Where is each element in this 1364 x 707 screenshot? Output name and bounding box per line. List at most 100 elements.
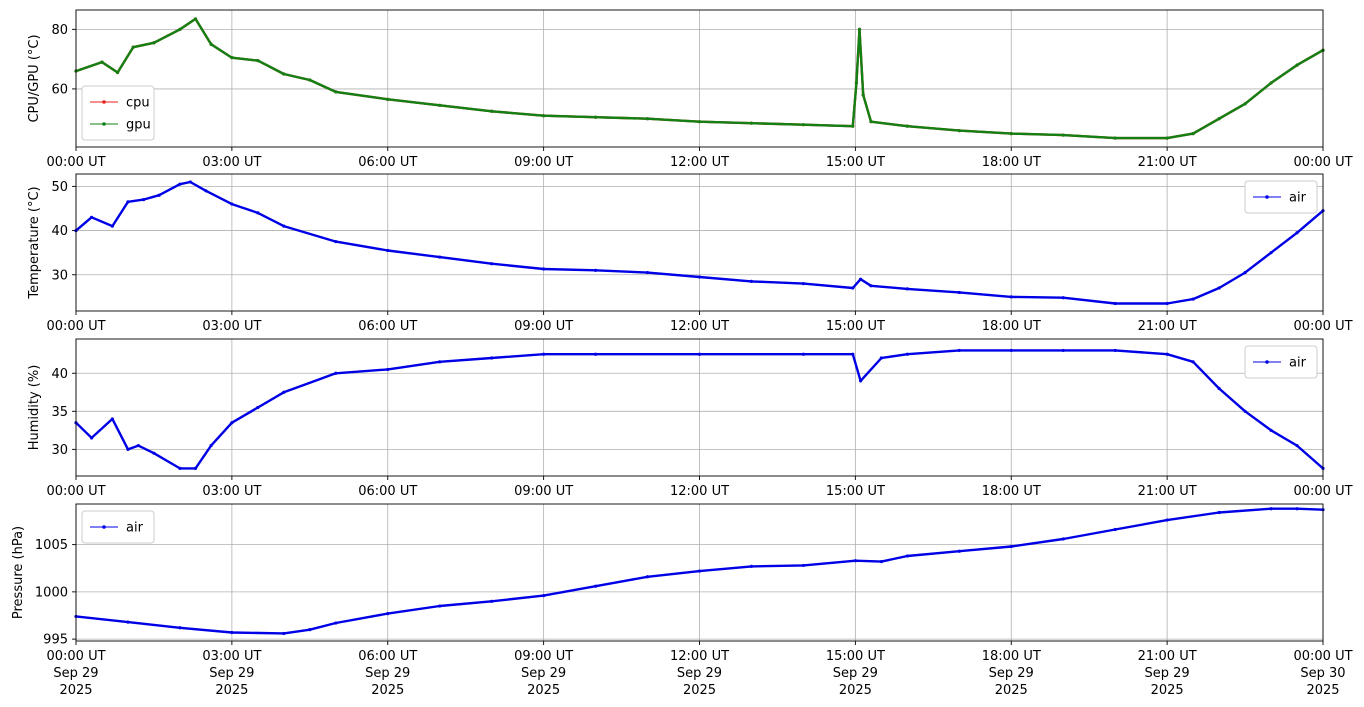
data-point-air xyxy=(879,356,883,360)
x-tick-date: Sep 29 xyxy=(521,666,566,681)
data-point-air xyxy=(178,626,182,630)
data-point-gpu xyxy=(334,90,338,94)
data-point-gpu xyxy=(256,59,260,63)
x-tick-year: 2025 xyxy=(1306,683,1339,698)
data-point-gpu xyxy=(1165,136,1169,140)
panel-3: 30 35 40 00:00 UT 03:00 UT 06:00 UT 09:00 UT 12… xyxy=(27,338,1353,499)
x-tick-label: 09:00 UT xyxy=(514,484,573,499)
data-point-air xyxy=(879,560,883,564)
x-tick-label: 21:00 UT xyxy=(1138,155,1197,170)
data-point-air xyxy=(152,451,156,455)
data-point-air xyxy=(697,352,702,356)
data-point-gpu xyxy=(1217,117,1221,121)
data-point-air xyxy=(749,279,754,283)
data-point-gpu xyxy=(490,109,494,113)
data-point-air xyxy=(282,224,286,228)
data-point-air xyxy=(697,569,702,573)
legend-marker-air xyxy=(1265,195,1269,199)
data-point-air xyxy=(1191,297,1195,301)
data-point-gpu xyxy=(438,103,442,107)
x-tick-label: 18:00 UT xyxy=(982,484,1041,499)
x-tick-label: 15:00 UT xyxy=(826,484,885,499)
data-point-gpu xyxy=(100,60,104,64)
data-point-gpu xyxy=(1113,136,1117,140)
data-point-air xyxy=(1113,301,1117,306)
data-point-air xyxy=(1165,518,1169,522)
data-point-air xyxy=(801,352,806,356)
y-tick-label: 60 xyxy=(51,82,68,97)
data-point-air xyxy=(905,554,909,558)
data-point-air xyxy=(1217,386,1221,391)
x-tick-label: 15:00 UT xyxy=(826,649,885,664)
data-point-air xyxy=(542,352,546,356)
data-point-air xyxy=(178,182,182,186)
data-point-air xyxy=(438,255,442,259)
data-point-gpu xyxy=(861,93,865,97)
data-point-air xyxy=(905,352,909,356)
x-tick-label: 00:00 UT xyxy=(1293,319,1352,334)
x-tick-label: 00:00 UT xyxy=(1293,649,1352,664)
data-point-air xyxy=(1165,352,1169,356)
data-point-air xyxy=(905,287,909,291)
data-point-gpu xyxy=(645,117,650,121)
data-point-air xyxy=(749,564,754,568)
y-tick-label: 30 xyxy=(51,443,68,458)
data-point-air xyxy=(308,628,312,632)
data-point-air xyxy=(126,620,130,624)
data-point-air xyxy=(853,559,857,563)
data-point-gpu xyxy=(282,72,286,76)
x-tick-label: 12:00 UT xyxy=(670,319,729,334)
data-point-gpu xyxy=(193,17,198,21)
x-tick-label: 09:00 UT xyxy=(514,155,573,170)
x-tick-label: 12:00 UT xyxy=(670,484,729,499)
data-point-air xyxy=(282,390,286,394)
data-point-air xyxy=(851,352,855,356)
x-tick-year: 2025 xyxy=(1151,683,1184,698)
x-tick-label: 09:00 UT xyxy=(514,649,573,664)
data-point-air xyxy=(957,549,961,553)
x-tick-date: Sep 29 xyxy=(833,666,878,681)
x-tick-label: 03:00 UT xyxy=(202,649,261,664)
data-point-gpu xyxy=(131,45,135,49)
data-point-air xyxy=(204,189,208,193)
data-point-air xyxy=(645,575,650,579)
data-point-gpu xyxy=(1009,131,1013,136)
data-point-air xyxy=(334,371,338,375)
y-axis-label: Humidity (%) xyxy=(27,365,42,451)
data-point-air xyxy=(230,421,234,425)
legend-marker-cpu xyxy=(102,100,106,104)
data-point-air xyxy=(1165,301,1169,306)
x-tick-label: 00:00 UT xyxy=(1293,484,1352,499)
data-point-gpu xyxy=(1191,131,1195,136)
data-point-air xyxy=(869,284,873,288)
x-tick-label: 15:00 UT xyxy=(826,319,885,334)
data-point-gpu xyxy=(178,27,182,31)
x-tick-year: 2025 xyxy=(683,683,716,698)
x-tick-label: 15:00 UT xyxy=(826,155,885,170)
y-axis-label: Temperature (°C) xyxy=(27,186,42,299)
data-point-air xyxy=(126,200,130,204)
data-point-gpu xyxy=(854,81,859,85)
x-tick-date: Sep 29 xyxy=(365,666,410,681)
data-point-air xyxy=(490,599,494,603)
data-point-air xyxy=(1295,507,1299,511)
data-point-gpu xyxy=(749,121,754,125)
panel-2: 30 40 50 00:00 UT 03:00 UT 06:00 UT 09:00 UT 12… xyxy=(27,173,1353,334)
x-tick-label: 06:00 UT xyxy=(358,319,417,334)
data-point-air xyxy=(1191,360,1195,364)
data-point-air xyxy=(386,367,390,372)
data-point-air xyxy=(1113,527,1117,532)
data-point-air xyxy=(542,267,546,271)
data-point-air xyxy=(386,248,390,253)
data-point-gpu xyxy=(801,123,806,127)
data-point-gpu xyxy=(542,114,546,118)
data-point-gpu xyxy=(1269,81,1273,85)
data-point-gpu xyxy=(1243,102,1247,106)
x-tick-label: 21:00 UT xyxy=(1138,484,1197,499)
y-tick-label: 80 xyxy=(51,23,68,38)
x-tick-year: 2025 xyxy=(995,683,1028,698)
data-point-air xyxy=(1113,348,1117,353)
data-point-air xyxy=(193,466,198,470)
data-point-air xyxy=(89,436,94,440)
x-tick-label: 21:00 UT xyxy=(1138,649,1197,664)
